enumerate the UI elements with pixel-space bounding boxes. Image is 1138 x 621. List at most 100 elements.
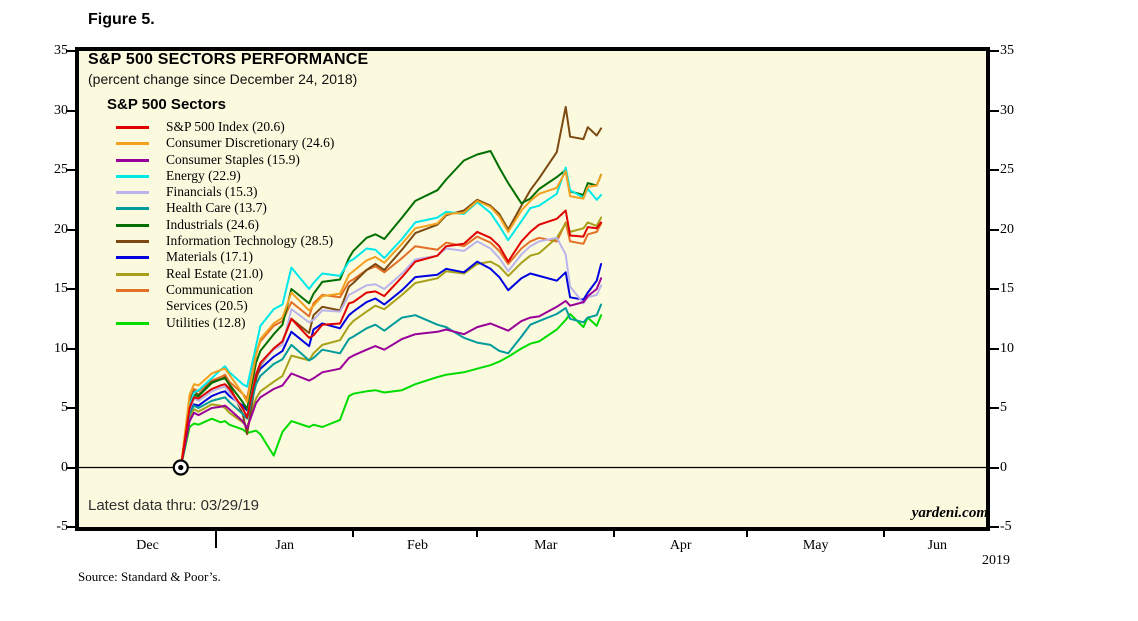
legend-item-label: Information Technology (28.5) (166, 233, 334, 249)
series-line-consumer-staples (179, 277, 603, 469)
legend-item-utilities: Utilities (12.8) (116, 315, 334, 331)
legend-item-label: Consumer Discretionary (24.6) (166, 135, 335, 151)
legend-color-line (116, 142, 149, 146)
y-axis-tick (66, 50, 75, 52)
series-line-energy (179, 166, 603, 469)
legend-color-line (116, 240, 149, 244)
legend-item-label: Consumer Staples (15.9) (166, 151, 300, 167)
x-axis-month-label-feb: Feb (406, 538, 428, 553)
legend-color-line (116, 191, 149, 195)
x-axis-month-tick (746, 531, 749, 537)
legend-color-line (116, 256, 149, 260)
y-axis-tick (66, 288, 75, 290)
y-axis-label-left: 10 (54, 340, 68, 356)
legend-color-line (116, 223, 149, 227)
source-note: Source: Standard & Poor’s. (78, 569, 221, 584)
legend-item-label: Communication Services (20.5) (166, 281, 253, 314)
y-axis-tick (990, 50, 999, 52)
legend-item-real-estate: Real Estate (21.0) (116, 266, 334, 282)
latest-data-note: Latest data thru: 03/29/19 (88, 497, 259, 514)
x-axis-month-tick (476, 531, 479, 537)
legend-item-energy: Energy (22.9) (116, 168, 334, 184)
legend: S&P 500 Sectors S&P 500 Index (20.6) Cons… (107, 96, 334, 331)
legend-item-label: Utilities (12.8) (166, 314, 246, 330)
series-line-materials (179, 260, 603, 469)
y-axis-tick (66, 109, 75, 112)
legend-color-line (116, 272, 149, 276)
figure-label: Figure 5. (88, 11, 155, 28)
y-axis-label-left: 15 (54, 281, 68, 296)
x-axis-year-label: 2019 (982, 553, 1010, 568)
series-line-s-p-500-index (179, 209, 603, 469)
legend-item-materials: Materials (17.1) (116, 249, 334, 265)
y-axis-label-right: 30 (1000, 102, 1014, 118)
y-axis-label-left: 30 (54, 102, 68, 118)
y-axis-tick (990, 109, 999, 112)
series-line-consumer-discretionary (179, 170, 603, 469)
legend-item-communication-services: Communication Services (20.5) (116, 282, 334, 315)
legend-item-industrials: Industrials (24.6) (116, 217, 334, 233)
y-axis-tick (66, 347, 75, 350)
y-axis-label-right: 20 (1000, 221, 1014, 237)
series-line-financials (179, 236, 603, 469)
legend-color-line (116, 158, 149, 162)
legend-items: S&P 500 Index (20.6) Consumer Discretiona… (116, 119, 334, 331)
y-axis-label-left: -5 (56, 519, 68, 534)
legend-item-s-p-500-index: S&P 500 Index (20.6) (116, 119, 334, 135)
y-axis-label-left: 25 (54, 162, 68, 177)
legend-item-label: Financials (15.3) (166, 184, 258, 200)
y-axis-tick (990, 228, 999, 231)
y-axis-tick (990, 288, 999, 290)
x-axis-month-tick (352, 531, 355, 537)
x-axis-month-label-jun: Jun (927, 538, 948, 553)
y-axis-tick (66, 169, 75, 171)
series-line-real-estate (179, 216, 603, 469)
legend-item-label: S&P 500 Index (20.6) (166, 119, 285, 134)
series-line-utilities (179, 313, 603, 469)
y-axis-label-right: 35 (1000, 43, 1014, 58)
series-line-industrials (179, 150, 603, 469)
series-line-health-care (179, 303, 603, 469)
y-axis-label-right: 25 (1000, 162, 1014, 177)
legend-item-label: Industrials (24.6) (166, 216, 259, 232)
y-axis-tick (990, 526, 999, 528)
legend-color-line (116, 126, 149, 129)
legend-item-health-care: Health Care (13.7) (116, 200, 334, 216)
legend-item-consumer-discretionary: Consumer Discretionary (24.6) (116, 135, 334, 151)
y-axis-label-right: 5 (1000, 400, 1007, 415)
y-axis-label-left: 20 (54, 221, 68, 237)
y-axis-tick (66, 466, 75, 469)
legend-color-line (116, 288, 149, 292)
legend-item-financials: Financials (15.3) (116, 184, 334, 200)
x-axis-month-label-jan: Jan (275, 538, 295, 553)
y-axis-tick (990, 407, 999, 409)
y-axis-label-right: 10 (1000, 340, 1014, 356)
y-axis-label-left: 0 (61, 459, 68, 475)
legend-item-information-technology: Information Technology (28.5) (116, 233, 334, 249)
y-axis-label-left: 5 (61, 400, 68, 415)
chart-frame (75, 47, 990, 531)
x-axis-year-tick (215, 531, 218, 548)
y-axis-tick (66, 526, 75, 528)
y-axis-label-right: 15 (1000, 281, 1014, 296)
y-axis-tick (66, 228, 75, 231)
chart-title: S&P 500 SECTORS PERFORMANCE (88, 51, 369, 68)
origin-marker-dot (178, 464, 184, 471)
x-axis-month-tick (883, 531, 886, 537)
legend-color-line (116, 174, 149, 178)
x-axis-month-label-dec: Dec (136, 538, 159, 553)
y-axis-label-left: 35 (54, 43, 68, 58)
x-axis-month-label-apr: Apr (669, 538, 692, 553)
chart-subtitle: (percent change since December 24, 2018) (88, 71, 358, 87)
y-axis-label-right: 0 (1000, 459, 1007, 475)
y-axis-tick (990, 169, 999, 171)
x-axis-month-tick (613, 531, 616, 537)
legend-item-label: Energy (22.9) (166, 167, 241, 183)
x-axis-month-label-may: May (802, 538, 829, 553)
brand-watermark: yardeni.com (911, 505, 988, 521)
legend-color-line (116, 321, 149, 325)
y-axis-tick (66, 407, 75, 409)
legend-item-label: Health Care (13.7) (166, 200, 267, 216)
legend-color-line (116, 207, 149, 211)
